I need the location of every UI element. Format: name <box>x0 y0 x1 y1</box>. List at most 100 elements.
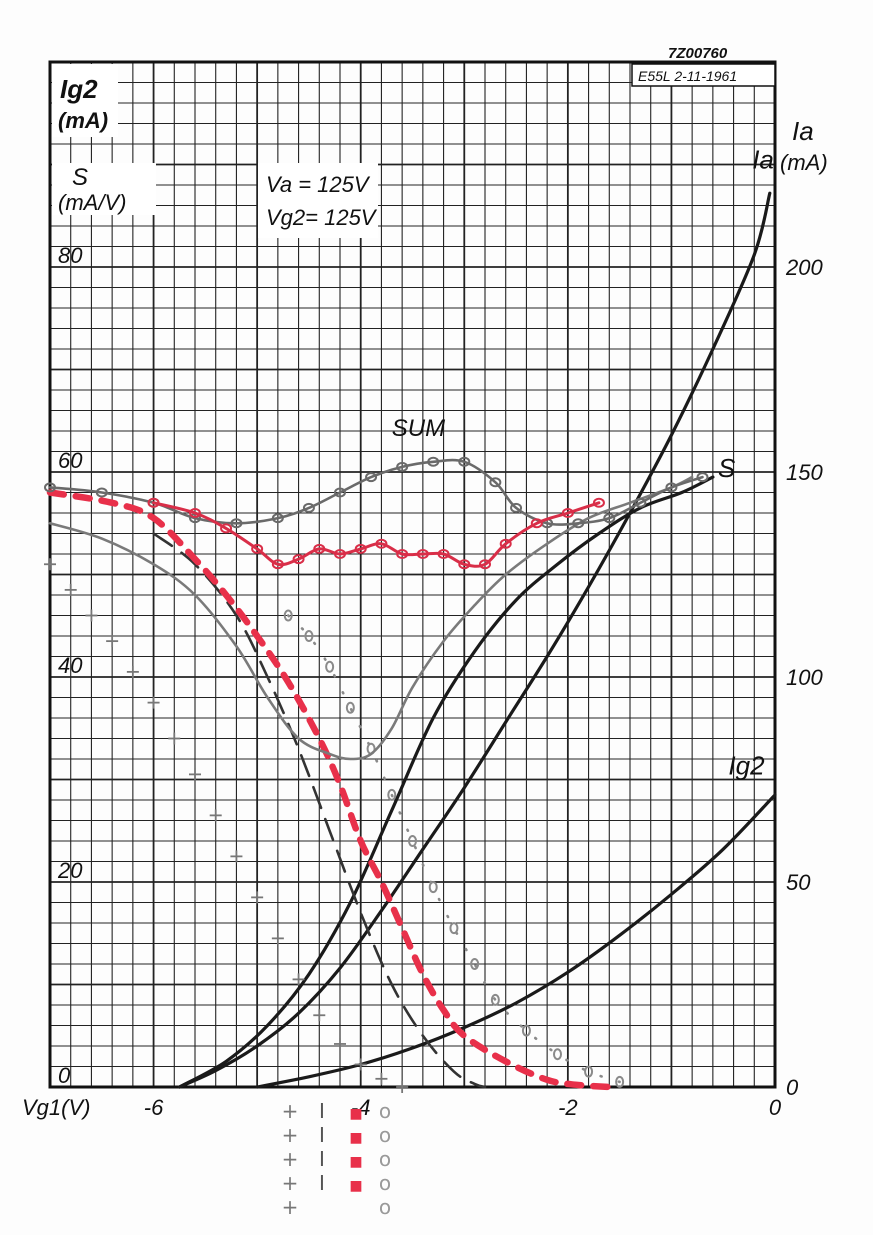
s-axis-unit: (mA/V) <box>58 190 126 215</box>
marker-symbol: + <box>282 1099 299 1123</box>
marker-symbol: I <box>319 1123 325 1147</box>
series-7 <box>48 475 694 761</box>
left-tick-label: 20 <box>57 858 83 883</box>
data-point <box>416 549 429 559</box>
data-point <box>95 487 108 498</box>
data-point <box>561 508 574 518</box>
series-5 <box>283 609 625 1088</box>
data-point <box>489 477 502 488</box>
right-tick-label: 100 <box>786 665 823 690</box>
data-point <box>209 809 222 822</box>
data-point <box>44 558 56 571</box>
data-point <box>64 583 77 596</box>
left-tick-label: 0 <box>58 1063 71 1088</box>
drawing-code: 7Z00760 <box>668 45 728 62</box>
marker-symbol: o <box>379 1099 391 1123</box>
data-point <box>85 609 98 622</box>
data-point <box>220 523 233 534</box>
data-point <box>521 1024 531 1037</box>
series-4 <box>46 489 613 1091</box>
data-point <box>334 549 346 559</box>
data-point <box>251 891 264 904</box>
right-tick-label: 150 <box>786 460 823 485</box>
data-point <box>490 993 500 1006</box>
data-point <box>572 518 585 529</box>
annotation-label: Ig2 <box>728 750 765 780</box>
right-tick-label: 50 <box>786 870 811 895</box>
plot-frame <box>48 60 777 1089</box>
data-point <box>387 788 397 801</box>
marker-symbol: + <box>282 1195 299 1219</box>
x-tick-label: -2 <box>558 1095 578 1120</box>
data-point <box>230 850 243 863</box>
series-2 <box>255 793 777 1089</box>
marker-symbol: I <box>319 1147 325 1171</box>
left-tick-label: 60 <box>58 448 83 473</box>
ig2-axis-unit: (mA) <box>58 108 108 133</box>
left-tick-label: 80 <box>58 243 83 268</box>
ia-axis-label: Ia <box>792 116 814 146</box>
data-point <box>592 497 605 508</box>
data-point <box>251 543 264 554</box>
series-line <box>177 191 772 1089</box>
data-point <box>271 932 284 945</box>
data-point <box>615 1075 625 1088</box>
data-point <box>345 701 355 714</box>
s-label-box <box>52 163 156 215</box>
data-point <box>665 482 678 493</box>
right-tick-label: 200 <box>785 255 823 280</box>
series-9 <box>147 497 605 570</box>
ig2-axis-label: Ig2 <box>60 74 98 104</box>
conditions-box <box>258 163 378 238</box>
data-point <box>396 1081 409 1093</box>
reference-stamp-box <box>631 63 776 87</box>
data-point <box>375 1072 388 1085</box>
data-point <box>499 538 512 549</box>
annotation-label: S <box>718 453 736 483</box>
data-point <box>428 881 438 894</box>
data-point <box>189 508 201 518</box>
data-point <box>313 543 326 554</box>
s-axis-label: S <box>72 164 88 191</box>
data-point <box>147 696 160 709</box>
data-point <box>302 502 315 513</box>
data-point <box>106 635 119 648</box>
x-tick-label: -6 <box>144 1095 164 1120</box>
data-point <box>354 543 367 554</box>
data-point <box>696 472 709 483</box>
marker-symbol: o <box>379 1171 391 1195</box>
data-point <box>479 559 491 570</box>
ia-axis-unit: (mA) <box>780 150 828 175</box>
data-point <box>427 456 440 467</box>
data-point <box>283 609 293 622</box>
data-point <box>553 1048 562 1061</box>
series-line <box>255 793 777 1089</box>
data-point <box>334 1037 346 1050</box>
marker-symbol: o <box>379 1147 391 1171</box>
series-6 <box>44 558 409 1093</box>
data-point <box>292 973 305 986</box>
marker-symbol: ■ <box>349 1130 362 1146</box>
x-tick-label: 0 <box>769 1095 782 1120</box>
data-point <box>44 482 56 493</box>
marker-symbol: + <box>282 1123 299 1147</box>
data-point <box>634 497 647 508</box>
data-point <box>449 922 459 935</box>
marker-symbol: + <box>282 1147 299 1171</box>
data-point <box>313 1009 326 1022</box>
data-point <box>354 1058 367 1071</box>
right-tick-label: 0 <box>786 1075 799 1100</box>
data-point <box>408 835 417 847</box>
data-point <box>458 456 471 467</box>
annotation-label: Ia <box>752 145 774 175</box>
data-point <box>168 732 181 745</box>
series-line <box>152 532 487 1089</box>
marker-symbol: o <box>379 1195 391 1219</box>
drawing-reference: E55L 2-11-1961 <box>638 68 737 84</box>
ia-label-box <box>777 112 837 180</box>
series-line <box>48 475 694 761</box>
data-point <box>458 559 471 570</box>
series-0 <box>177 191 772 1089</box>
